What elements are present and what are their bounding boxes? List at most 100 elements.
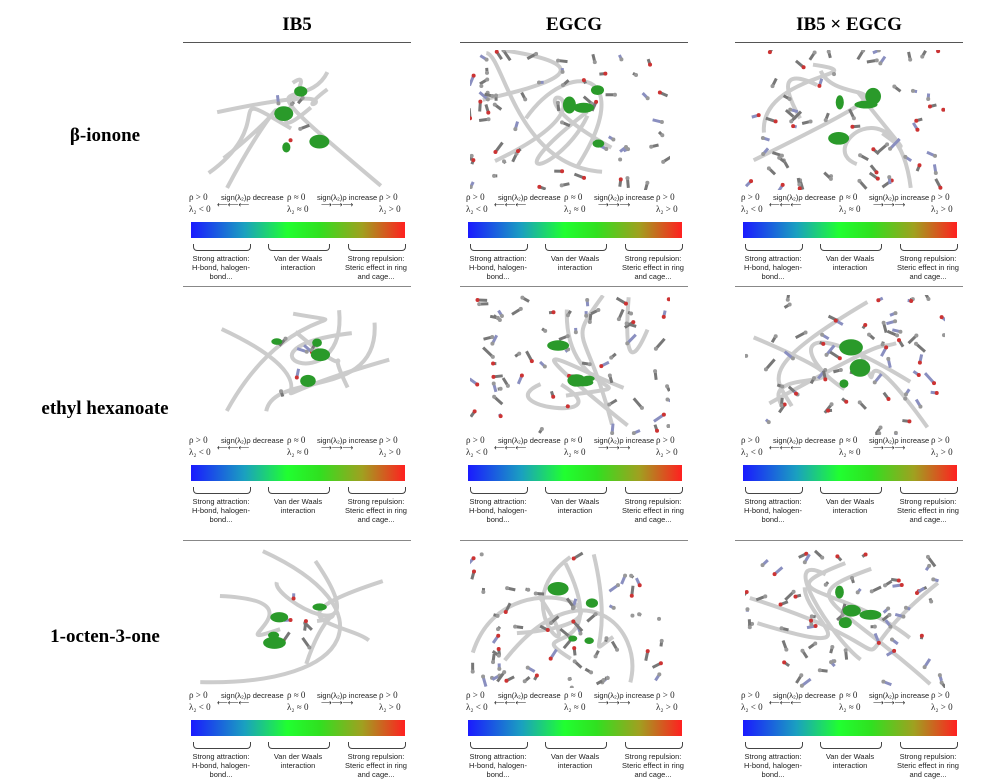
legend-right-top: ρ > 0 [656, 192, 675, 202]
nci-color-legend: ρ > 0 λ₂ < 0 sign(λ₂)ρ decrease ⟵⟵⟵ ρ ≈ … [460, 192, 688, 282]
legend-left-bottom: λ₂ < 0 [466, 204, 488, 214]
row-divider [183, 286, 411, 287]
caption-repulsion: Strong repulsion: Steric effect in ring an… [345, 254, 407, 281]
caption-repulsion: Strong repulsion: Steric effect in ring an… [897, 254, 959, 281]
legend-left-top: ρ > 0 [741, 690, 760, 700]
brace [900, 244, 958, 251]
caption-attraction: Strong attraction: H-bond, halogen-bond..… [744, 752, 802, 779]
row-divider [183, 540, 411, 541]
molecular-interaction-image [745, 549, 945, 688]
caption-vdw: Van der Waals interaction [825, 254, 875, 272]
legend-right-top: ρ > 0 [931, 435, 950, 445]
legend-left-bottom: λ₂ < 0 [741, 204, 763, 214]
arrow-left-icon: ⟵⟵⟵ [217, 200, 250, 209]
caption-repulsion: Strong repulsion: Steric effect in ring an… [622, 254, 684, 281]
molecular-interaction-image [220, 310, 390, 412]
caption-attraction: Strong attraction: H-bond, halogen-bond..… [192, 254, 250, 281]
color-gradient-bar [743, 720, 957, 736]
caption-repulsion: Strong repulsion: Steric effect in ring an… [345, 497, 407, 524]
legend-right-bottom: λ₂ > 0 [656, 702, 678, 712]
brace [348, 244, 406, 251]
arrow-left-icon: ⟵⟵⟵ [217, 698, 250, 707]
arrow-left-icon: ⟵⟵⟵ [217, 443, 250, 452]
arrow-right-icon: ⟶⟶⟶ [873, 698, 906, 707]
brace [900, 742, 958, 749]
brace [348, 742, 406, 749]
brace [470, 742, 528, 749]
molecular-interaction-image [745, 50, 945, 190]
column-header-egcg: EGCG [460, 14, 688, 43]
caption-attraction: Strong attraction: H-bond, halogen-bond..… [469, 254, 527, 281]
brace [348, 487, 406, 494]
legend-decrease: sign(λ₂)ρ decrease [773, 691, 836, 700]
molecular-interaction-image [200, 549, 384, 685]
legend-left-top: ρ > 0 [189, 435, 208, 445]
legend-left-top: ρ > 0 [189, 192, 208, 202]
caption-repulsion: Strong repulsion: Steric effect in ring an… [897, 497, 959, 524]
legend-decrease: sign(λ₂)ρ decrease [498, 193, 561, 202]
brace [268, 487, 330, 494]
legend-left-bottom: λ₂ < 0 [189, 702, 211, 712]
caption-repulsion: Strong repulsion: Steric effect in ring an… [622, 497, 684, 524]
arrow-right-icon: ⟶⟶⟶ [873, 200, 906, 209]
legend-right-top: ρ > 0 [379, 192, 398, 202]
brace [900, 487, 958, 494]
color-gradient-bar [191, 720, 405, 736]
arrow-right-icon: ⟶⟶⟶ [321, 698, 354, 707]
molecular-interaction-image [745, 295, 945, 435]
legend-left-top: ρ > 0 [466, 192, 485, 202]
column-header-ib5: IB5 [183, 14, 411, 43]
caption-attraction: Strong attraction: H-bond, halogen-bond..… [744, 497, 802, 524]
color-gradient-bar [191, 465, 405, 481]
brace [193, 487, 251, 494]
nci-color-legend: ρ > 0 λ₂ < 0 sign(λ₂)ρ decrease ⟵⟵⟵ ρ ≈ … [460, 690, 688, 780]
legend-increase: sign(λ₂)ρ increase [594, 436, 655, 445]
brace [268, 742, 330, 749]
row-label-1-octen-3-one: 1-octen-3-one [50, 626, 160, 647]
legend-increase: sign(λ₂)ρ increase [869, 436, 930, 445]
legend-mid-top: ρ ≈ 0 [839, 690, 858, 700]
nci-color-legend: ρ > 0 λ₂ < 0 sign(λ₂)ρ decrease ⟵⟵⟵ ρ ≈ … [460, 435, 688, 525]
legend-left-bottom: λ₂ < 0 [189, 447, 211, 457]
legend-increase: sign(λ₂)ρ increase [317, 691, 378, 700]
color-gradient-bar [468, 720, 682, 736]
brace [193, 742, 251, 749]
color-gradient-bar [743, 465, 957, 481]
arrow-left-icon: ⟵⟵⟵ [769, 200, 802, 209]
legend-mid-top: ρ ≈ 0 [287, 435, 306, 445]
legend-decrease: sign(λ₂)ρ decrease [221, 193, 284, 202]
legend-right-bottom: λ₂ > 0 [931, 447, 953, 457]
nci-color-legend: ρ > 0 λ₂ < 0 sign(λ₂)ρ decrease ⟵⟵⟵ ρ ≈ … [183, 690, 411, 780]
legend-left-bottom: λ₂ < 0 [741, 702, 763, 712]
arrow-left-icon: ⟵⟵⟵ [769, 443, 802, 452]
legend-mid-top: ρ ≈ 0 [287, 192, 306, 202]
brace [545, 487, 607, 494]
column-header-ib5-egcg: IB5 × EGCG [735, 14, 963, 43]
legend-right-bottom: λ₂ > 0 [379, 204, 401, 214]
arrow-left-icon: ⟵⟵⟵ [769, 698, 802, 707]
brace [545, 244, 607, 251]
row-divider [735, 286, 963, 287]
nci-color-legend: ρ > 0 λ₂ < 0 sign(λ₂)ρ decrease ⟵⟵⟵ ρ ≈ … [735, 192, 963, 282]
legend-mid-top: ρ ≈ 0 [564, 192, 583, 202]
arrow-right-icon: ⟶⟶⟶ [598, 698, 631, 707]
legend-decrease: sign(λ₂)ρ decrease [773, 436, 836, 445]
legend-increase: sign(λ₂)ρ increase [869, 691, 930, 700]
caption-vdw: Van der Waals interaction [825, 752, 875, 770]
nci-color-legend: ρ > 0 λ₂ < 0 sign(λ₂)ρ decrease ⟵⟵⟵ ρ ≈ … [735, 690, 963, 780]
legend-right-top: ρ > 0 [931, 192, 950, 202]
molecular-interaction-image [207, 71, 383, 189]
arrow-right-icon: ⟶⟶⟶ [321, 443, 354, 452]
brace [470, 487, 528, 494]
caption-attraction: Strong attraction: H-bond, halogen-bond..… [469, 497, 527, 524]
legend-right-top: ρ > 0 [379, 690, 398, 700]
color-gradient-bar [743, 222, 957, 238]
brace [193, 244, 251, 251]
caption-attraction: Strong attraction: H-bond, halogen-bond..… [469, 752, 527, 779]
legend-decrease: sign(λ₂)ρ decrease [773, 193, 836, 202]
molecular-interaction-image [470, 50, 670, 190]
legend-mid-top: ρ ≈ 0 [839, 192, 858, 202]
legend-mid-bottom: λ₂ ≈ 0 [287, 447, 309, 457]
legend-mid-bottom: λ₂ ≈ 0 [287, 204, 309, 214]
caption-repulsion: Strong repulsion: Steric effect in ring an… [622, 752, 684, 779]
